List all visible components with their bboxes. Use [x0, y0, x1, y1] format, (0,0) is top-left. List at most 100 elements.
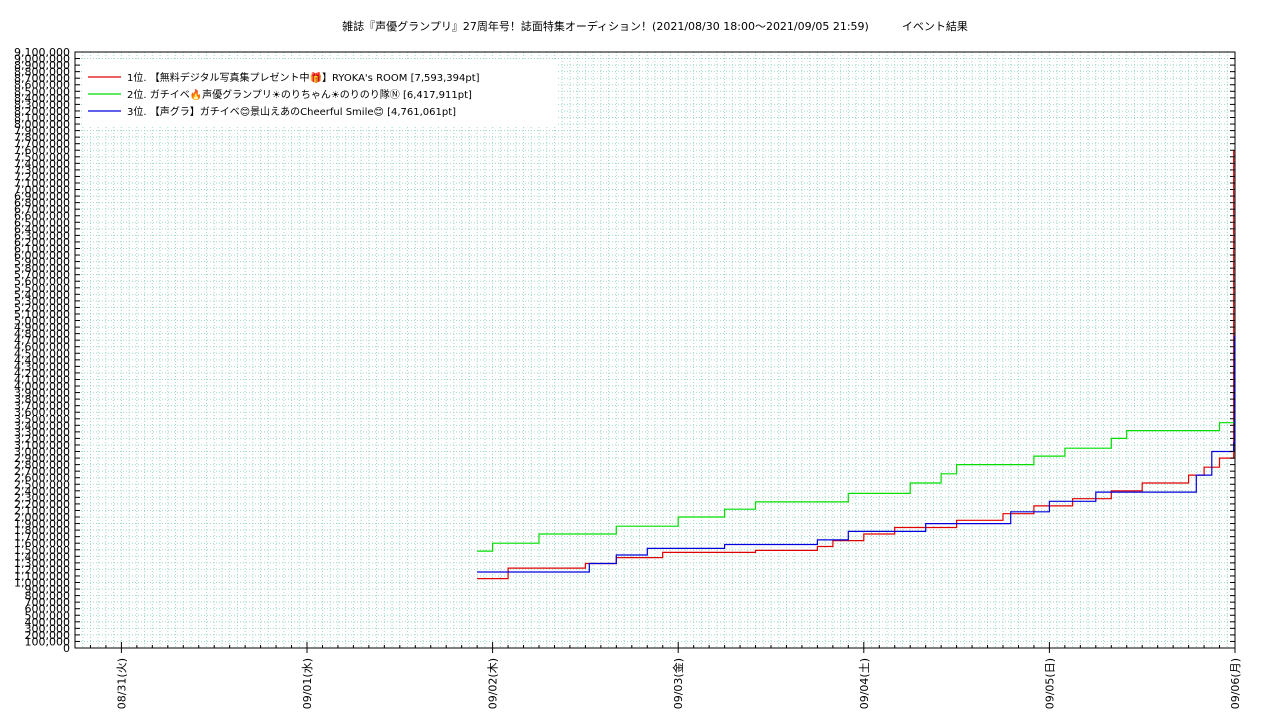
y-tick-label: 8,900,000 [14, 59, 70, 72]
y-tick-label: 5,200,000 [14, 301, 70, 314]
y-tick-label: 2,100,000 [14, 504, 70, 517]
y-tick-label: 7,700,000 [14, 138, 70, 151]
y-axis: 0100,000200,000300,000400,000500,000600,… [14, 46, 1235, 655]
y-tick-label: 5,400,000 [14, 288, 70, 301]
y-tick-label: 3,000,000 [14, 446, 70, 459]
y-tick-label: 1,200,000 [14, 563, 70, 576]
y-tick-label: 2,500,000 [14, 478, 70, 491]
y-tick-label: 8,800,000 [14, 66, 70, 79]
y-tick-label: 900,000 [25, 583, 71, 596]
y-tick-label: 700,000 [25, 596, 71, 609]
y-tick-label: 9,000,000 [14, 53, 70, 66]
y-tick-label: 7,800,000 [14, 131, 70, 144]
y-tick-label: 7,000,000 [14, 184, 70, 197]
y-tick-label: 1,100,000 [14, 570, 70, 583]
y-tick-label: 9,100,000 [14, 46, 70, 59]
y-tick-label: 3,800,000 [14, 393, 70, 406]
y-tick-label: 5,800,000 [14, 262, 70, 275]
x-axis: 08/31(火) 09/01(水) 09/02(木) 09/03(金) 09/04(土)… [74, 642, 1242, 709]
y-tick-label: 5,500,000 [14, 282, 70, 295]
x-tick-label: 09/04(土) [858, 658, 871, 709]
y-tick-label: 3,100,000 [14, 439, 70, 452]
y-tick-label: 4,900,000 [14, 321, 70, 334]
grid-layer [74, 52, 1236, 648]
x-tick-label: 09/05(日) [1043, 658, 1056, 709]
y-tick-label: 7,600,000 [14, 144, 70, 157]
y-tick-label: 2,900,000 [14, 452, 70, 465]
y-tick-label: 3,200,000 [14, 432, 70, 445]
y-tick-label: 0 [63, 642, 70, 655]
y-tick-label: 2,700,000 [14, 465, 70, 478]
y-tick-label: 600,000 [25, 603, 71, 616]
y-tick-label: 4,500,000 [14, 347, 70, 360]
x-tick-label: 09/02(木) [487, 658, 500, 709]
y-tick-label: 1,800,000 [14, 524, 70, 537]
y-tick-label: 1,300,000 [14, 557, 70, 570]
y-tick-label: 5,000,000 [14, 315, 70, 328]
y-tick-label: 5,700,000 [14, 269, 70, 282]
y-tick-label: 5,600,000 [14, 275, 70, 288]
y-tick-label: 6,200,000 [14, 236, 70, 249]
y-tick-label: 3,600,000 [14, 406, 70, 419]
series-line-2 [477, 422, 1235, 552]
y-tick-label: 4,800,000 [14, 328, 70, 341]
y-tick-label: 1,900,000 [14, 518, 70, 531]
y-tick-label: 4,300,000 [14, 360, 70, 373]
y-tick-label: 6,600,000 [14, 210, 70, 223]
y-tick-label: 6,100,000 [14, 242, 70, 255]
y-tick-label: 8,000,000 [14, 118, 70, 131]
y-tick-label: 4,200,000 [14, 367, 70, 380]
legend-background [82, 61, 557, 127]
y-tick-label: 6,800,000 [14, 197, 70, 210]
y-tick-label: 6,500,000 [14, 216, 70, 229]
y-tick-label: 2,800,000 [14, 459, 70, 472]
y-tick-label: 4,000,000 [14, 380, 70, 393]
y-tick-label: 7,900,000 [14, 125, 70, 138]
y-tick-label: 7,500,000 [14, 151, 70, 164]
legend-label: 2位. ガチイベ🔥声優グランプリ☀のりちゃん☀のりのり隊Ⓝ [6,417,911… [127, 88, 472, 101]
y-tick-label: 500,000 [25, 609, 71, 622]
y-tick-label: 2,400,000 [14, 485, 70, 498]
y-tick-label: 800,000 [25, 590, 71, 603]
y-tick-label: 6,300,000 [14, 229, 70, 242]
y-tick-label: 200,000 [25, 629, 71, 642]
y-tick-label: 3,300,000 [14, 426, 70, 439]
legend: 1位. 【無料デジタル写真集プレゼント中🎁】RYOKA's ROOM [7,59… [82, 61, 557, 127]
y-tick-label: 4,100,000 [14, 373, 70, 386]
y-tick-label: 5,900,000 [14, 256, 70, 269]
y-tick-label: 400,000 [25, 616, 71, 629]
y-tick-label: 6,000,000 [14, 249, 70, 262]
y-tick-label: 5,100,000 [14, 308, 70, 321]
y-tick-label: 1,600,000 [14, 537, 70, 550]
y-tick-label: 7,300,000 [14, 164, 70, 177]
y-tick-label: 8,100,000 [14, 111, 70, 124]
y-tick-label: 1,000,000 [14, 577, 70, 590]
y-tick-label: 1,700,000 [14, 531, 70, 544]
y-tick-label: 3,500,000 [14, 413, 70, 426]
y-tick-label: 3,900,000 [14, 387, 70, 400]
y-tick-label: 1,400,000 [14, 550, 70, 563]
y-tick-label: 8,500,000 [14, 85, 70, 98]
y-tick-label: 4,700,000 [14, 334, 70, 347]
y-tick-label: 3,400,000 [14, 419, 70, 432]
y-tick-label: 4,600,000 [14, 341, 70, 354]
y-tick-label: 300,000 [25, 622, 71, 635]
y-tick-label: 100,000 [25, 635, 71, 648]
series-line-3 [477, 335, 1235, 573]
y-tick-label: 4,400,000 [14, 354, 70, 367]
y-tick-label: 3,700,000 [14, 400, 70, 413]
legend-label: 3位. 【声グラ】ガチイベ😊景山えあのCheerful Smile😊 [4,76… [127, 105, 456, 118]
y-tick-label: 7,400,000 [14, 157, 70, 170]
chart-title: 雑誌『声優グランプリ』27周年号！誌面特集オーディション！(2021/08/30… [342, 20, 968, 33]
y-tick-label: 1,500,000 [14, 544, 70, 557]
y-tick-label: 8,200,000 [14, 105, 70, 118]
y-tick-label: 7,100,000 [14, 177, 70, 190]
y-tick-label: 8,300,000 [14, 98, 70, 111]
x-tick-label: 09/01(水) [301, 658, 314, 709]
y-tick-label: 2,600,000 [14, 472, 70, 485]
series-layer [477, 150, 1235, 580]
y-tick-label: 8,400,000 [14, 92, 70, 105]
y-tick-label: 8,600,000 [14, 79, 70, 92]
y-tick-label: 2,300,000 [14, 491, 70, 504]
